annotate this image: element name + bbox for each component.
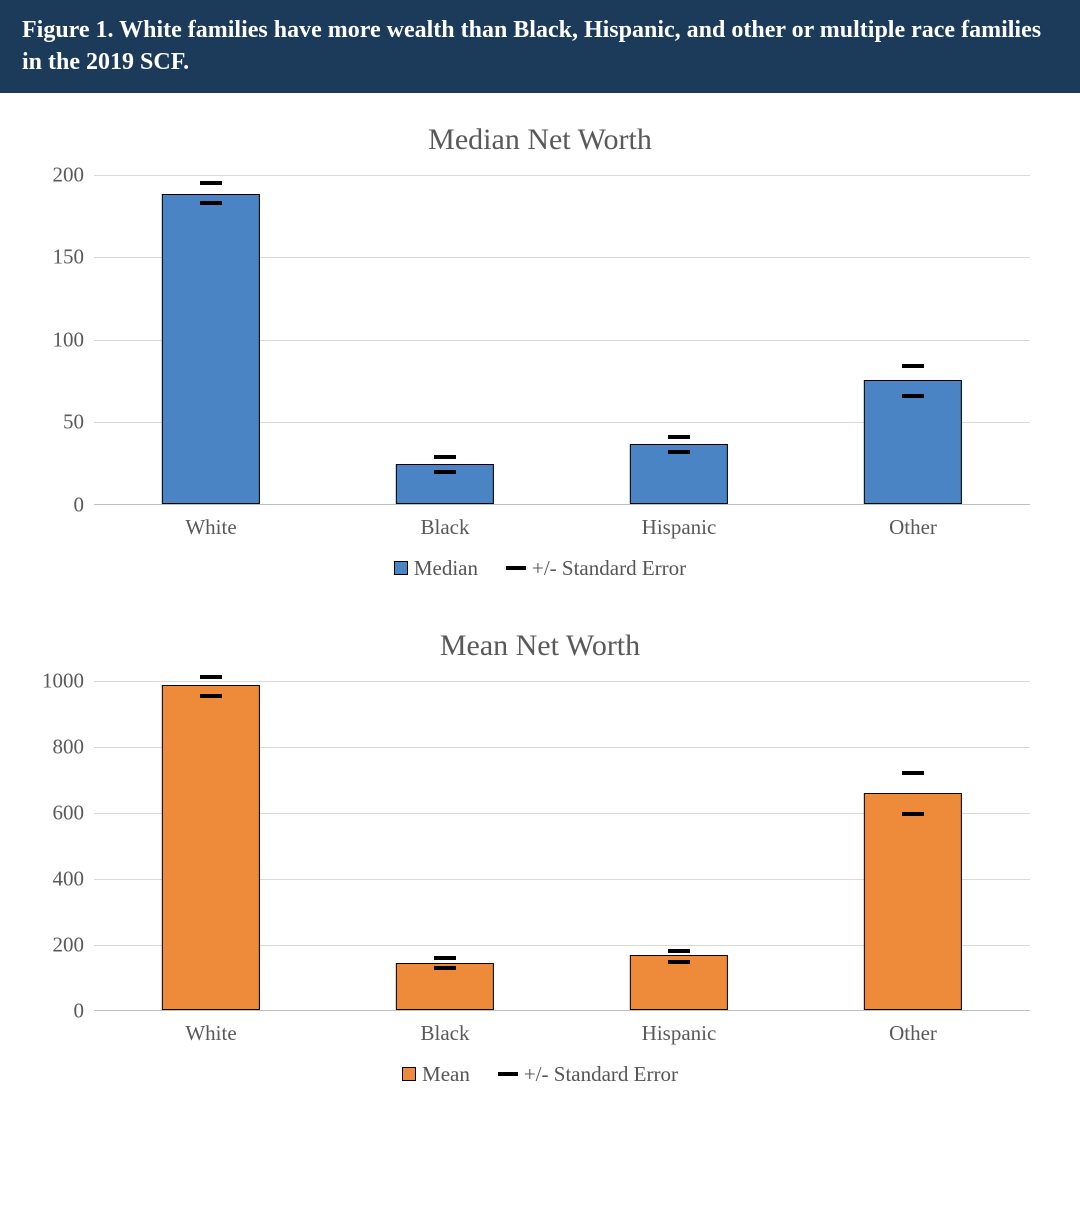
error-marker [668,450,690,454]
y-tick-label: 100 [53,327,95,352]
y-tick-label: 800 [53,734,95,759]
legend-error-label: +/- Standard Error [524,1062,678,1087]
y-tick-label: 600 [53,800,95,825]
plot: 050100150200 WhiteBlackHispanicOther [94,175,1030,540]
bars-layer [94,175,1030,504]
bar-slot [796,681,1030,1010]
error-marker [434,956,456,960]
bar-slot [94,175,328,504]
chart-title: Mean Net Worth [30,629,1050,663]
error-marker [902,394,924,398]
y-tick-label: 200 [53,932,95,957]
legend-swatch-icon [394,561,408,575]
legend: Median +/- Standard Error [30,556,1050,581]
legend-item-series: Median [394,556,478,581]
bar-slot [328,681,562,1010]
chart-mean: Mean Net Worth02004006008001000WhiteBlac… [0,599,1080,1105]
bar [162,194,260,504]
error-marker [200,694,222,698]
plot-area: 02004006008001000 [94,681,1030,1011]
y-tick-label: 0 [74,492,95,517]
error-marker [668,960,690,964]
error-marker [434,966,456,970]
legend: Mean +/- Standard Error [30,1062,1050,1087]
error-marker [668,435,690,439]
error-marker [434,455,456,459]
x-tick-label: Other [796,1021,1030,1046]
error-marker [434,470,456,474]
legend-series-label: Median [414,556,478,581]
legend-dash-icon [506,566,526,570]
bar [162,685,260,1009]
legend-item-series: Mean [402,1062,470,1087]
error-marker [200,201,222,205]
legend-swatch-icon [402,1067,416,1081]
legend-dash-icon [498,1072,518,1076]
x-tick-label: Black [328,1021,562,1046]
error-marker [902,771,924,775]
legend-item-error: +/- Standard Error [498,1062,678,1087]
bar-slot [562,175,796,504]
legend-series-label: Mean [422,1062,470,1087]
legend-error-label: +/- Standard Error [532,556,686,581]
bar-slot [94,681,328,1010]
x-tick-label: White [94,515,328,540]
x-tick-label: Hispanic [562,515,796,540]
charts-host: Median Net Worth050100150200WhiteBlackHi… [0,93,1080,1105]
plot-area: 050100150200 [94,175,1030,505]
y-tick-label: 200 [53,162,95,187]
y-tick-label: 50 [63,410,94,435]
y-tick-label: 1000 [42,668,94,693]
x-labels: WhiteBlackHispanicOther [94,1021,1030,1046]
x-tick-label: Black [328,515,562,540]
y-tick-label: 400 [53,866,95,891]
error-marker [200,181,222,185]
x-tick-label: White [94,1021,328,1046]
y-tick-label: 0 [74,998,95,1023]
bar-slot [562,681,796,1010]
bar [864,793,962,1010]
plot: 02004006008001000 WhiteBlackHispanicOther [94,681,1030,1046]
figure-title: Figure 1. White families have more wealt… [22,17,1041,75]
y-tick-label: 150 [53,245,95,270]
error-marker [668,949,690,953]
bar-slot [796,175,1030,504]
legend-item-error: +/- Standard Error [506,556,686,581]
error-marker [902,364,924,368]
bar-slot [328,175,562,504]
chart-median: Median Net Worth050100150200WhiteBlackHi… [0,93,1080,599]
figure-container: Figure 1. White families have more wealt… [0,0,1080,1105]
x-tick-label: Other [796,515,1030,540]
bar [864,380,962,504]
figure-header: Figure 1. White families have more wealt… [0,0,1080,93]
bars-layer [94,681,1030,1010]
error-marker [902,812,924,816]
x-tick-label: Hispanic [562,1021,796,1046]
x-labels: WhiteBlackHispanicOther [94,515,1030,540]
chart-title: Median Net Worth [30,123,1050,157]
error-marker [200,675,222,679]
